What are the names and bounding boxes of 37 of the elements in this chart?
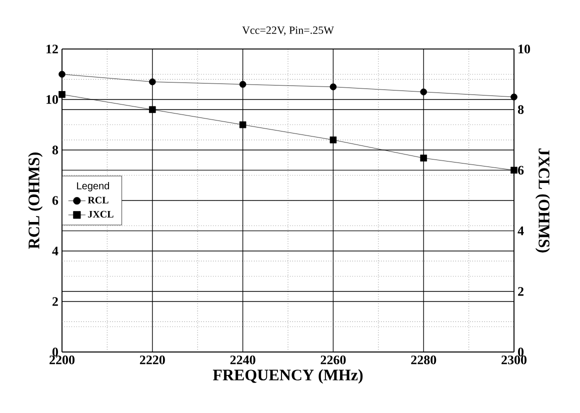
point xyxy=(239,121,246,128)
y-tick-label: 0 xyxy=(52,348,58,356)
x-tick-label: 2240 xyxy=(230,356,256,364)
point xyxy=(330,83,337,90)
legend-title: Legend xyxy=(77,182,110,192)
x-tick-label: 2200 xyxy=(50,356,75,364)
y2-tick-label: 10 xyxy=(518,44,530,54)
y2-tick-label: 8 xyxy=(518,105,524,114)
y-axis-title: RCL (OHMS) xyxy=(28,152,43,249)
y2-tick-label: 6 xyxy=(518,166,524,175)
y-tick-label: 2 xyxy=(52,297,58,306)
y2-tick-label: 2 xyxy=(518,287,524,296)
x-tick-label: 2300 xyxy=(502,356,527,364)
point xyxy=(239,80,246,88)
legend-label: JXCL xyxy=(88,210,114,218)
point xyxy=(510,166,518,174)
point xyxy=(58,91,66,98)
y-tick-label: 8 xyxy=(52,146,58,154)
x-tick-label: 2220 xyxy=(140,356,165,364)
y-tick-label: 12 xyxy=(46,44,58,54)
point xyxy=(149,106,156,113)
point xyxy=(420,154,427,162)
x-axis-title: FREQUENCY (MHz) xyxy=(212,369,363,384)
y-tick-label: 4 xyxy=(52,246,58,256)
point xyxy=(330,136,337,144)
chart-title: Vcc=22V, Pin=.25W xyxy=(242,26,334,36)
y-tick-label: 6 xyxy=(52,196,58,205)
y2-tick-label: 4 xyxy=(518,226,524,236)
legend-label: RCL xyxy=(88,196,108,204)
point xyxy=(420,88,427,96)
point xyxy=(149,78,156,86)
y-tick-label: 10 xyxy=(46,95,58,104)
x-tick-label: 2280 xyxy=(411,356,436,364)
x-tick-label: 2260 xyxy=(320,356,346,364)
y2-axis-title: JXCL (OHMS) xyxy=(535,148,550,252)
y2-tick-label: 0 xyxy=(518,348,524,356)
point xyxy=(58,70,66,78)
